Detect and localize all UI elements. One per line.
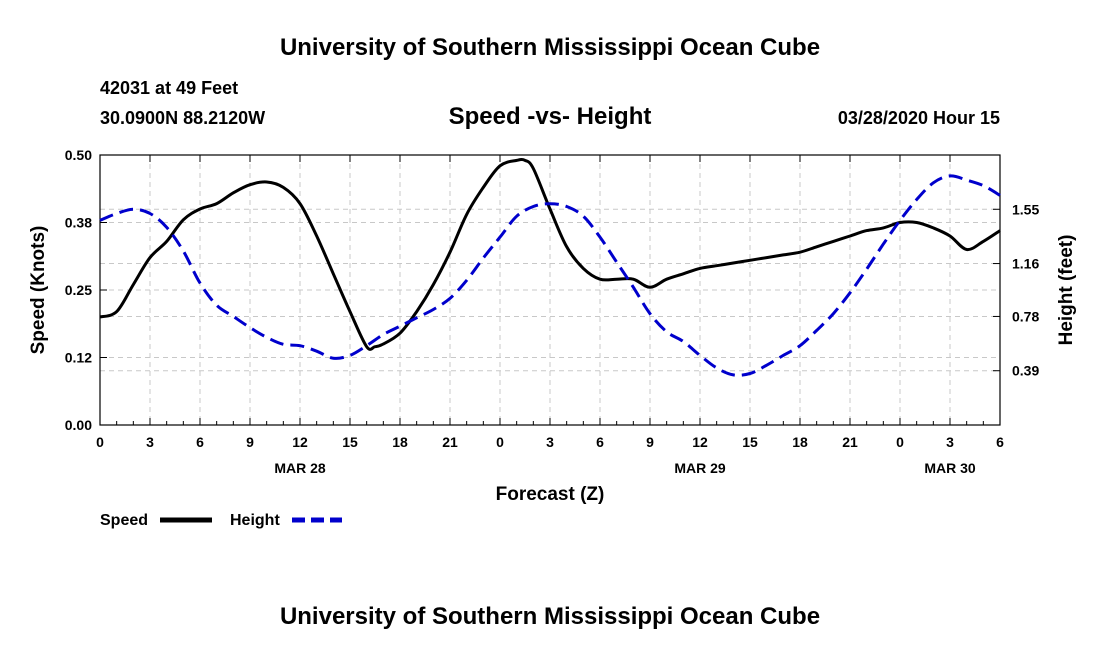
x-tick-label: 3 (946, 434, 954, 450)
x-tick-label: 6 (596, 434, 604, 450)
y-tick-label: 0.38 (65, 215, 92, 231)
x-tick-label: 21 (842, 434, 858, 450)
datetime-label: 03/28/2020 Hour 15 (838, 108, 1000, 128)
grid (100, 155, 1000, 425)
x-tick-label: 15 (742, 434, 758, 450)
x-tick-label: 3 (546, 434, 554, 450)
chart-title: Speed -vs- Height (449, 103, 652, 130)
x-tick-label: 6 (996, 434, 1004, 450)
x-tick-label: 12 (692, 434, 708, 450)
y-tick-label: 0.25 (65, 282, 92, 298)
series-line-height (99, 174, 1001, 377)
axes: 0 3 6 9 12 15 18 21 0 3 6 9 12 15 18 21 0 3 6 MAR 28 MAR 29 M… (65, 147, 1040, 476)
y-tick-label: 0.12 (65, 350, 92, 366)
x-tick-label: 0 (496, 434, 504, 450)
x-tick-label: 9 (646, 434, 654, 450)
series-line-speed (99, 158, 1001, 351)
series (99, 158, 1001, 377)
y2-axis-label: Height (feet) (1056, 235, 1077, 346)
x-tick-label: 9 (246, 434, 254, 450)
y-tick-label: 0.50 (65, 147, 92, 163)
x-tick-label: 18 (792, 434, 808, 450)
x-axis-label: Forecast (Z) (496, 484, 605, 505)
x-tick-label: 15 (342, 434, 358, 450)
legend-speed-label: Speed (100, 512, 148, 529)
legend-height-label: Height (230, 512, 280, 529)
x-tick-label: 0 (896, 434, 904, 450)
y2-tick-label: 0.39 (1012, 363, 1039, 379)
x-tick-label: 0 (96, 434, 104, 450)
x-tick-label: 18 (392, 434, 408, 450)
coords-label: 30.0900N 88.2120W (100, 108, 265, 128)
date-label: MAR 29 (674, 460, 726, 476)
station-label: 42031 at 49 Feet (100, 78, 238, 98)
date-label: MAR 28 (274, 460, 326, 476)
header-title: University of Southern Mississippi Ocean… (280, 34, 820, 61)
plot-frame (99, 154, 1001, 426)
y2-tick-label: 1.55 (1012, 201, 1039, 217)
y2-tick-label: 1.16 (1012, 256, 1039, 272)
x-tick-label: 6 (196, 434, 204, 450)
x-tick-label: 3 (146, 434, 154, 450)
date-label: MAR 30 (924, 460, 976, 476)
x-tick-label: 21 (442, 434, 458, 450)
y-axis-label: Speed (Knots) (28, 226, 49, 355)
footer-title: University of Southern Mississippi Ocean… (280, 603, 820, 630)
y-tick-label: 0.00 (65, 417, 92, 433)
y2-tick-label: 0.78 (1012, 308, 1039, 324)
x-tick-label: 12 (292, 434, 308, 450)
